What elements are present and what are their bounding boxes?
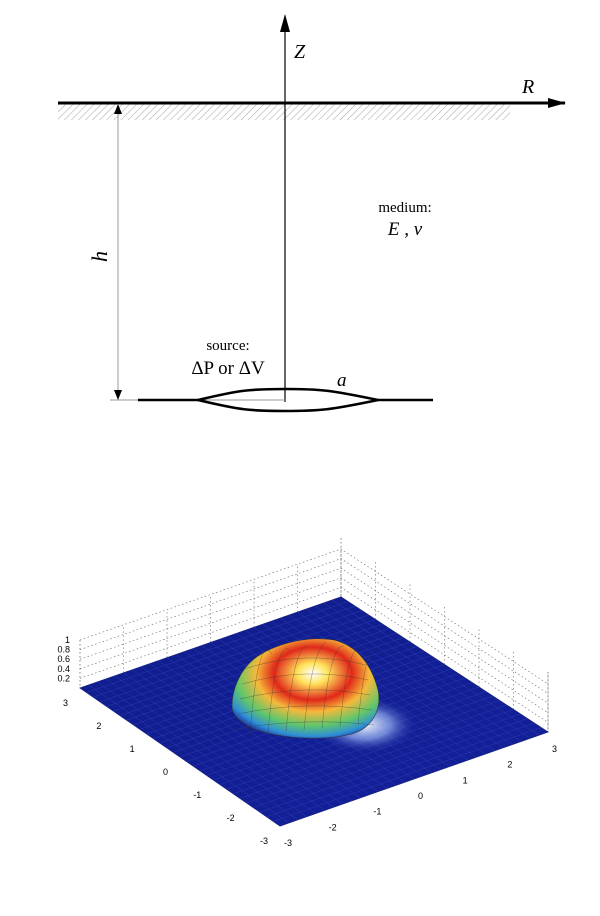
dome-mesh-line — [321, 645, 345, 729]
r-axis-arrowhead — [548, 98, 566, 108]
dome-mesh-line — [357, 649, 381, 726]
back-gridline — [79, 577, 549, 714]
mesh-line — [253, 713, 521, 808]
dome-mesh-line — [237, 705, 373, 715]
medium-params: E , v — [387, 219, 423, 240]
back-gridline — [79, 587, 549, 723]
mesh-line — [340, 597, 548, 733]
dome-mesh-line — [303, 641, 327, 731]
mesh-line — [273, 727, 542, 822]
z-axis-label: Z — [294, 41, 306, 63]
x-tick-label: -3 — [284, 838, 292, 848]
dome-mesh — [235, 641, 381, 735]
dome-mesh-line — [239, 689, 371, 700]
z-tick-label: 0.6 — [57, 654, 70, 664]
x-axis-ticks: -3 -2 -1 0 1 2 3 — [284, 744, 557, 848]
x-tick-label: -2 — [329, 822, 337, 832]
mesh-line — [246, 709, 514, 804]
x-tick-label: 0 — [418, 791, 423, 801]
dome-mesh-line — [285, 645, 309, 732]
z-axis-arrowhead — [280, 14, 290, 32]
mesh-line — [314, 605, 522, 742]
back-wall-gridlines — [79, 548, 549, 732]
ground-hatching — [58, 104, 510, 120]
z-tick-label: 0.4 — [57, 664, 70, 674]
mesh-line — [259, 718, 528, 813]
mesh-line — [266, 722, 535, 818]
dome-mesh-line — [267, 648, 291, 734]
z-tick-label: 0.8 — [57, 645, 70, 655]
dome-mesh-line — [235, 721, 375, 730]
depth-arrow-top — [114, 104, 122, 114]
y-axis-ticks: 3 2 1 0 -1 -2 -3 — [63, 698, 268, 846]
dome-mesh-line — [241, 673, 369, 685]
r-axis-label: R — [521, 76, 534, 98]
mesh-line — [332, 599, 540, 736]
surface-dome — [231, 638, 380, 739]
dome-mesh-line — [243, 657, 367, 670]
dome-mesh-line — [339, 648, 363, 728]
radius-label: a — [337, 370, 347, 391]
x-tick-label: 3 — [552, 744, 557, 754]
depth-label: h — [87, 251, 112, 262]
y-tick-label: -2 — [227, 813, 235, 823]
back-gridline — [79, 558, 549, 694]
depth-arrow-bottom — [114, 390, 122, 400]
y-tick-label: -1 — [193, 790, 201, 800]
mesh-line — [306, 608, 513, 745]
mesh-line — [323, 602, 531, 739]
y-tick-label: 3 — [63, 698, 68, 708]
x-tick-label: -1 — [373, 807, 381, 817]
x-tick-label: 1 — [463, 775, 468, 785]
y-tick-label: -3 — [260, 836, 268, 846]
source-label: source: — [206, 338, 249, 354]
z-tick-label: 1 — [65, 635, 70, 645]
z-tick-label: 0.2 — [57, 673, 70, 683]
y-tick-label: 2 — [96, 721, 101, 731]
medium-label: medium: — [378, 200, 431, 216]
y-tick-label: 0 — [163, 767, 168, 777]
x-tick-label: 2 — [507, 760, 512, 770]
source-diagram: R Z h medium: E , v source: ΔP or ΔV a — [58, 14, 566, 413]
source-cavity-lower — [197, 398, 379, 413]
dome-mesh-line — [249, 649, 273, 735]
source-cavity-outline — [138, 387, 433, 402]
source-params: ΔP or ΔV — [191, 358, 265, 379]
y-tick-label: 1 — [130, 744, 135, 754]
z-axis-ticks: 0.20.40.60.81 — [57, 635, 70, 683]
